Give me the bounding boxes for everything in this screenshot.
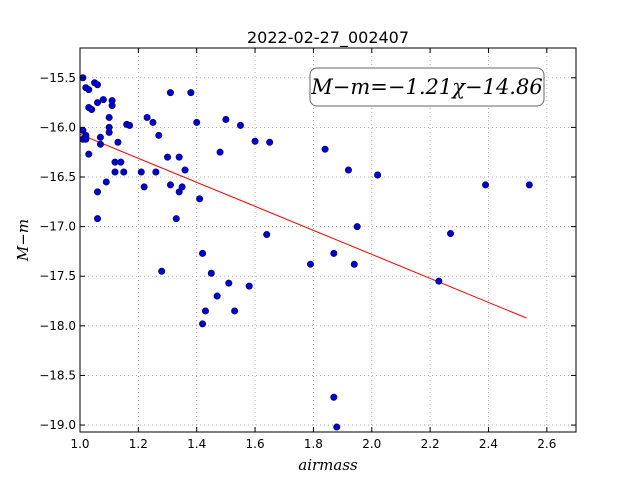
data-point (111, 168, 119, 176)
data-point (251, 137, 259, 145)
data-point (231, 307, 239, 315)
data-point (102, 178, 110, 186)
data-point (96, 133, 104, 141)
data-point (330, 249, 338, 257)
data-point (149, 118, 157, 126)
x-tick-label: 2.2 (421, 437, 440, 451)
data-point (330, 393, 338, 401)
points-layer (79, 74, 533, 431)
fit-line (79, 133, 527, 319)
x-tick-label: 2.0 (362, 437, 381, 451)
data-point (94, 99, 102, 107)
data-point (263, 231, 271, 239)
data-point (196, 195, 204, 203)
y-tick-label: −17.0 (39, 220, 76, 234)
y-tick-label: −16.5 (39, 170, 76, 184)
data-point (126, 121, 134, 129)
data-point (164, 153, 172, 161)
fit-equation-frame (309, 67, 545, 107)
data-point (108, 97, 116, 105)
chart-title: 2022-02-27_002407 (247, 28, 409, 48)
x-tick-label: 1.4 (187, 437, 206, 451)
data-point (236, 121, 244, 129)
data-point (193, 118, 201, 126)
data-point (344, 166, 352, 174)
data-point (201, 307, 209, 315)
data-point (82, 133, 90, 141)
y-tick-label: −18.5 (39, 368, 76, 382)
data-point (105, 128, 113, 136)
data-point (94, 215, 102, 223)
axis-ticks: 1.0 1.2 1.4 1.6 1.8 2.0 2.2 2.4 2.6 −15.5 −16.0 −16… (39, 48, 576, 451)
data-point (213, 292, 221, 300)
plot-area-frame (79, 47, 577, 433)
y-tick-label: −17.5 (39, 269, 76, 283)
data-point (216, 148, 224, 156)
y-axis-label: M−m (14, 219, 32, 262)
data-point (99, 96, 107, 104)
data-point (105, 113, 113, 121)
fit-equation-box: M−m=−1.21χ−14.86 (309, 67, 545, 107)
data-point (482, 181, 490, 189)
fit-equation-text: M−m=−1.21χ−14.86 (310, 75, 542, 99)
x-tick-label: 1.0 (70, 437, 89, 451)
x-tick-label: 2.6 (537, 437, 556, 451)
x-tick-label: 1.8 (304, 437, 323, 451)
data-point (321, 145, 329, 153)
x-axis-label: airmass (298, 456, 358, 474)
data-point (143, 113, 151, 121)
y-tick-label: −18.0 (39, 319, 76, 333)
x-tick-label: 1.6 (246, 437, 265, 451)
data-point (152, 168, 160, 176)
data-point (199, 249, 207, 257)
data-point (306, 260, 314, 268)
data-point (199, 320, 207, 328)
data-point (525, 181, 533, 189)
data-point (187, 89, 195, 97)
data-point (166, 89, 174, 97)
data-point (181, 166, 189, 174)
data-point (447, 230, 455, 238)
x-tick-label: 2.4 (479, 437, 498, 451)
data-point (435, 277, 443, 285)
data-point (140, 183, 148, 191)
data-point (96, 140, 104, 148)
data-point (85, 86, 93, 94)
data-point (353, 223, 361, 231)
data-point (85, 150, 93, 158)
y-tick-label: −16.0 (39, 120, 76, 134)
x-tick-label: 1.2 (129, 437, 148, 451)
data-point (117, 158, 125, 166)
data-point (178, 183, 186, 191)
data-point (114, 138, 122, 146)
y-tick-label: −15.5 (39, 71, 76, 85)
y-tick-label: −19.0 (39, 418, 76, 432)
data-point (94, 188, 102, 196)
data-point (225, 279, 233, 287)
data-point (158, 267, 166, 275)
data-point (120, 168, 128, 176)
data-point (166, 181, 174, 189)
data-point (111, 158, 119, 166)
data-point (245, 282, 253, 290)
data-point (175, 153, 183, 161)
data-point (88, 106, 96, 114)
fit-line-layer (79, 133, 527, 319)
data-point (374, 171, 382, 179)
data-point (172, 215, 180, 223)
data-point (207, 269, 215, 277)
data-point (266, 138, 274, 146)
data-point (333, 423, 341, 431)
data-point (222, 115, 230, 123)
data-point (137, 168, 145, 176)
data-point (350, 260, 358, 268)
data-point (94, 81, 102, 89)
grid (79, 48, 576, 432)
data-point (155, 131, 163, 139)
